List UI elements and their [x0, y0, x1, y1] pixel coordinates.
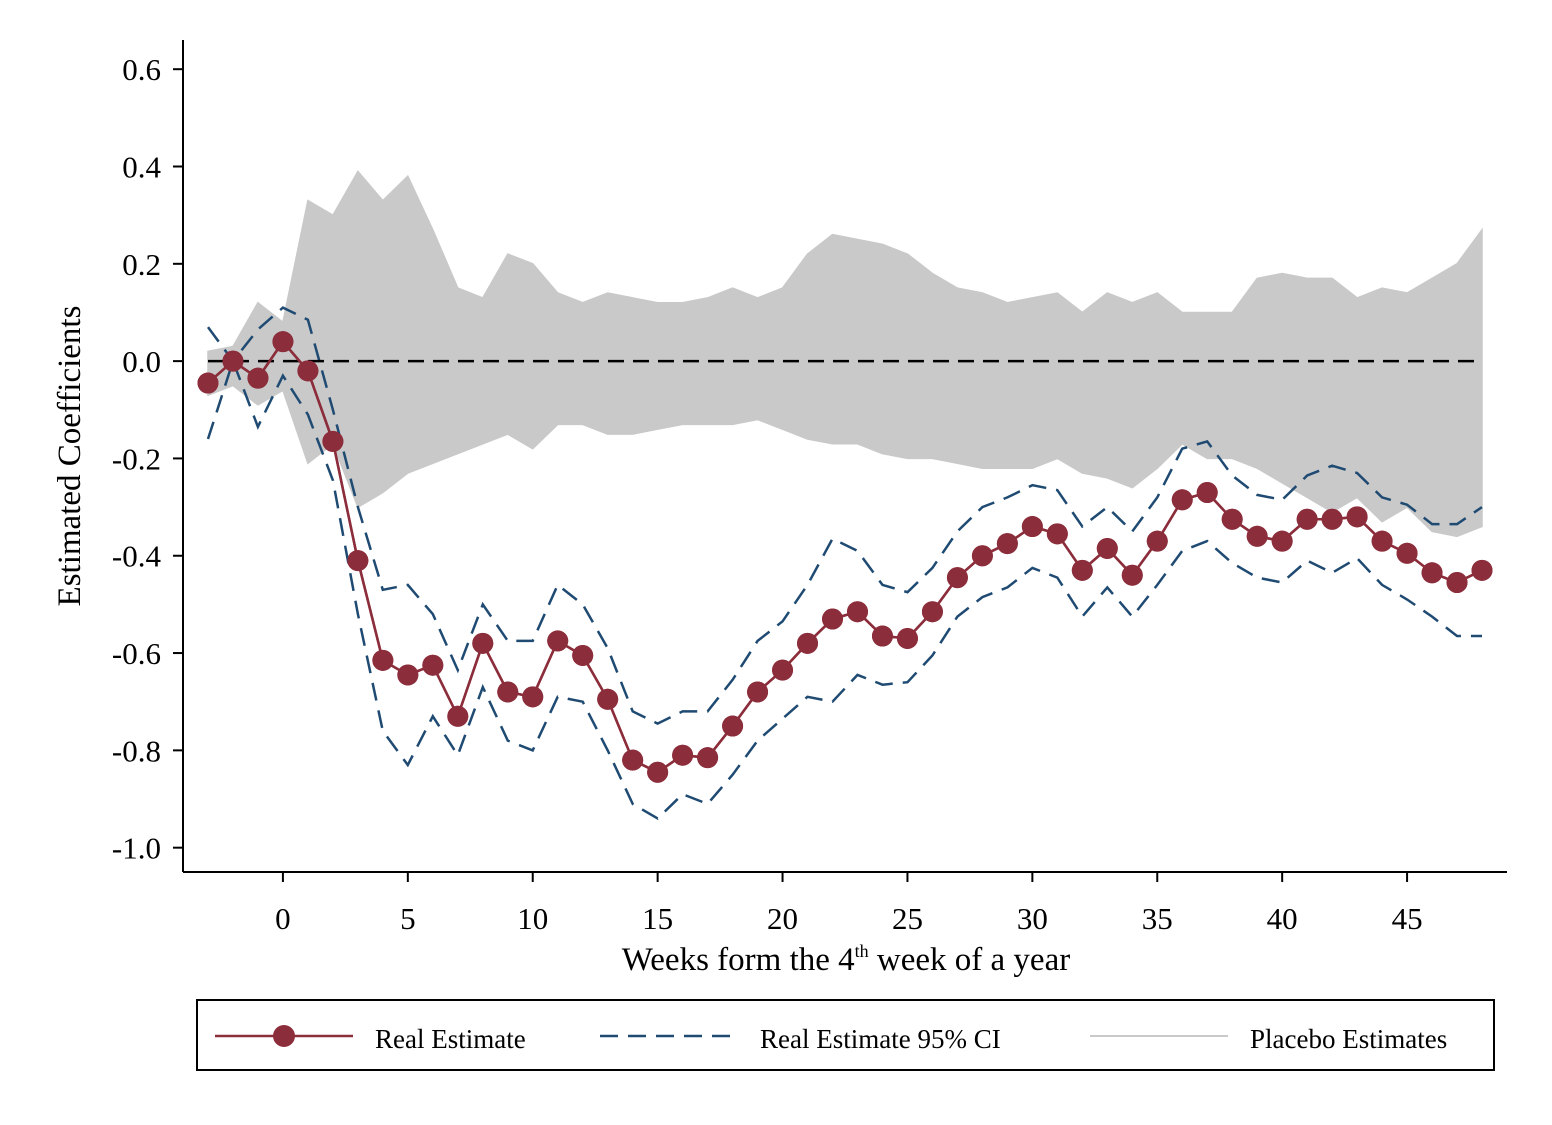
estimate-marker — [971, 545, 993, 567]
y-tick-label: 0.0 — [122, 344, 161, 379]
estimate-marker — [1221, 508, 1243, 530]
estimate-marker — [1446, 572, 1468, 594]
estimate-marker — [197, 372, 219, 394]
x-tick-label: 20 — [767, 901, 798, 936]
ci-line — [206, 306, 1483, 725]
estimate-marker — [1246, 525, 1268, 547]
estimate-marker — [547, 630, 569, 652]
y-tick-label: -0.8 — [112, 733, 161, 768]
estimate-marker — [272, 331, 294, 353]
estimate-marker — [1346, 506, 1368, 528]
estimate-marker — [397, 664, 419, 686]
estimate-marker — [672, 744, 694, 766]
x-axis-title-part: Weeks form the 4 — [622, 942, 855, 978]
estimate-marker — [1196, 481, 1218, 503]
estimate-marker — [622, 749, 644, 771]
estimate-marker — [1071, 559, 1093, 581]
estimate-marker — [896, 627, 918, 649]
estimate-marker — [1296, 508, 1318, 530]
estimate-marker — [422, 654, 444, 676]
x-axis-title: Weeks form the 4th week of a year — [622, 941, 1070, 978]
estimate-marker — [1046, 523, 1068, 545]
estimate-marker — [222, 350, 244, 372]
estimate-marker — [647, 761, 669, 783]
x-tick-label: 15 — [642, 901, 673, 936]
estimate-marker — [297, 360, 319, 382]
x-tick-label: 40 — [1267, 901, 1298, 936]
legend-key-marker — [273, 1025, 295, 1047]
y-tick-label: -0.4 — [112, 539, 162, 574]
placebo-band — [207, 170, 1483, 538]
legend-label: Real Estimate — [375, 1024, 526, 1054]
x-tick-label: 25 — [892, 901, 923, 936]
legend-label: Placebo Estimates — [1250, 1024, 1447, 1054]
estimate-marker — [522, 686, 544, 708]
estimate-marker — [347, 550, 369, 572]
estimate-marker — [747, 681, 769, 703]
estimate-line — [207, 339, 1483, 774]
estimate-marker — [372, 649, 394, 671]
estimate-marker — [1471, 559, 1493, 581]
x-tick-label: 35 — [1142, 901, 1173, 936]
estimate-marker — [946, 567, 968, 589]
estimate-marker — [1371, 530, 1393, 552]
estimate-marker — [1021, 516, 1043, 538]
legend-label: Real Estimate 95% CI — [760, 1024, 1001, 1054]
x-tick-label: 45 — [1392, 901, 1423, 936]
x-tick-label: 10 — [517, 901, 548, 936]
estimate-marker — [497, 681, 519, 703]
estimate-marker — [996, 533, 1018, 555]
estimate-marker — [597, 688, 619, 710]
estimate-marker — [871, 625, 893, 647]
x-axis-title-part: week of a year — [869, 942, 1071, 978]
estimate-marker — [322, 430, 344, 452]
y-tick-label: 0.2 — [122, 247, 161, 282]
estimate-marker — [247, 367, 269, 389]
estimate-marker — [1421, 562, 1443, 584]
estimate-marker — [1121, 564, 1143, 586]
estimate-marker — [1146, 530, 1168, 552]
ci-line — [206, 357, 1482, 821]
estimate-marker — [1171, 489, 1193, 511]
estimate-marker — [722, 715, 744, 737]
y-axis-title: Estimated Coefficients — [52, 306, 88, 607]
estimate-marker — [447, 705, 469, 727]
estimate-marker — [772, 659, 794, 681]
legend-box — [196, 999, 1495, 1071]
x-tick-label: 30 — [1017, 901, 1048, 936]
estimate-marker — [472, 632, 494, 654]
y-tick-label: 0.4 — [122, 150, 161, 185]
y-tick-label: -1.0 — [112, 831, 161, 866]
y-tick-label: -0.6 — [112, 636, 161, 671]
estimate-marker — [1271, 530, 1293, 552]
x-axis-title-sup: th — [855, 941, 869, 961]
y-tick-label: -0.2 — [112, 441, 161, 476]
x-tick-label: 5 — [400, 901, 416, 936]
estimate-marker — [697, 747, 719, 769]
estimate-marker — [797, 632, 819, 654]
estimate-marker — [1096, 537, 1118, 559]
x-tick-label: 0 — [275, 901, 291, 936]
estimate-marker — [822, 608, 844, 630]
estimate-marker — [1396, 542, 1418, 564]
estimate-marker — [572, 644, 594, 666]
y-tick-label: 0.6 — [122, 52, 161, 87]
estimate-marker — [846, 601, 868, 623]
estimate-marker — [921, 601, 943, 623]
estimate-marker — [1321, 508, 1343, 530]
